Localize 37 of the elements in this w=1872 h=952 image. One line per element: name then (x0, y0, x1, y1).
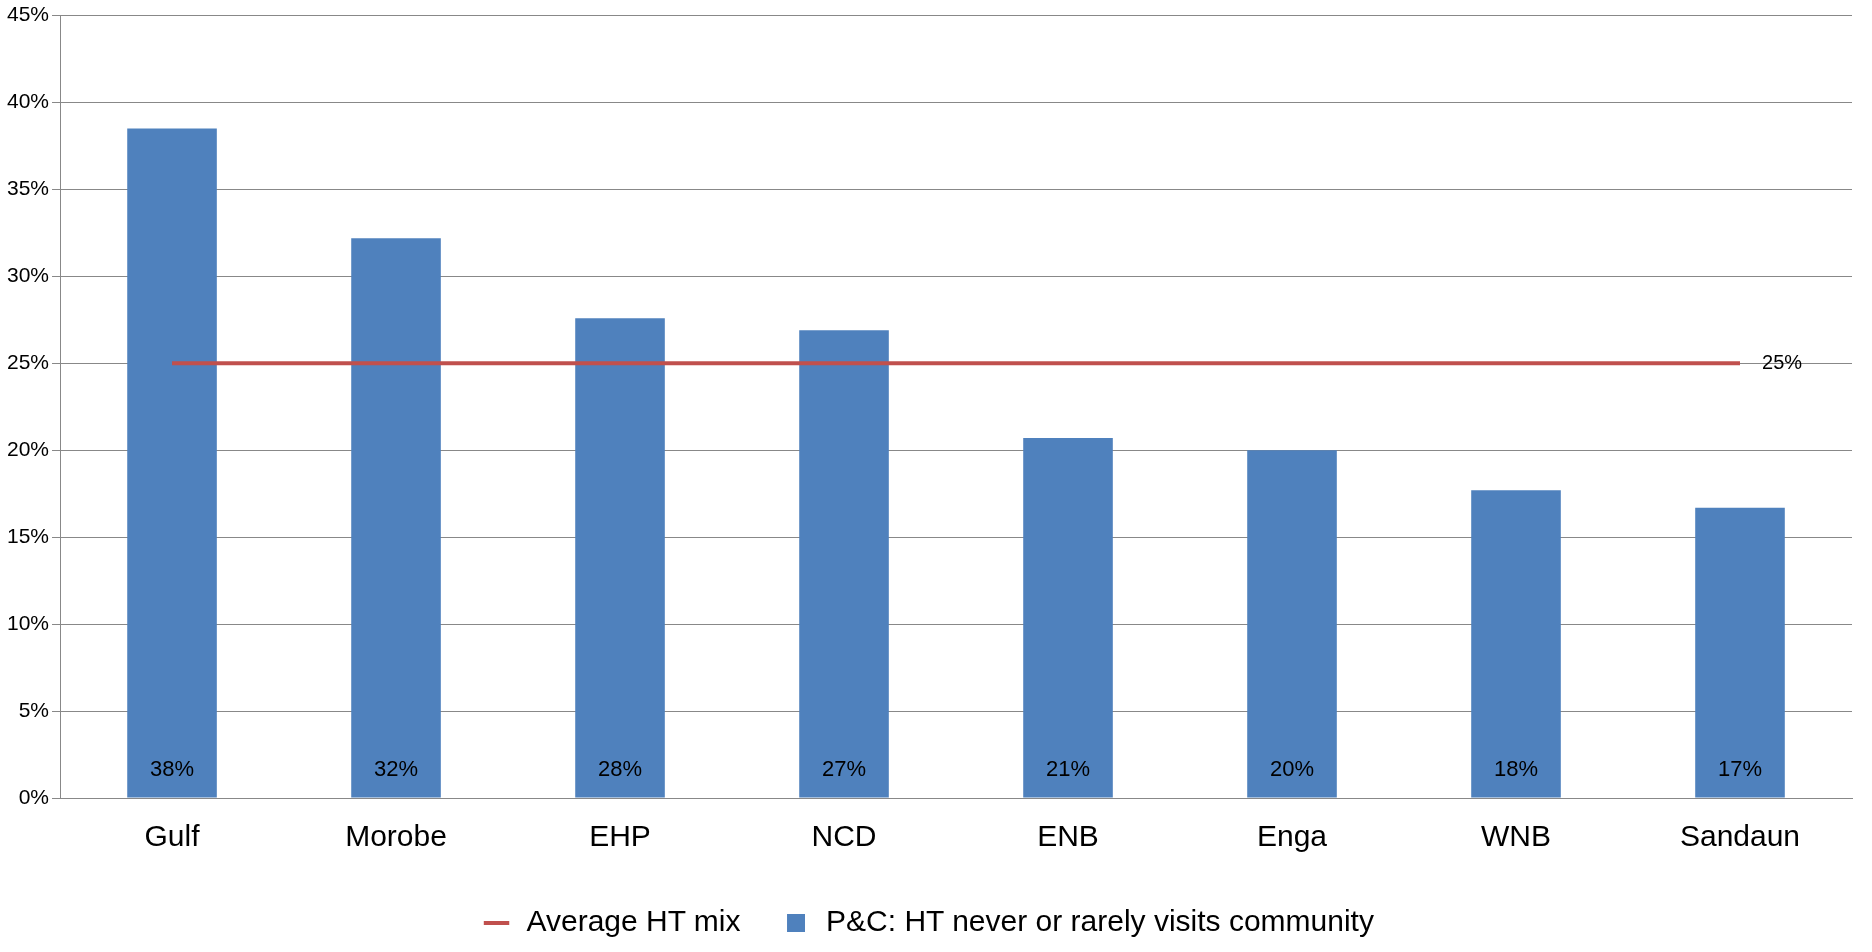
y-tick-label: 20% (7, 437, 50, 461)
y-tick-label: 15% (7, 524, 50, 547)
y-tick-label: 0% (18, 784, 50, 808)
y-tick-label: 40% (7, 89, 50, 113)
data-label: 20% (1269, 756, 1315, 782)
x-tick-label: Sandaun (1679, 819, 1801, 853)
y-tick-label: 5% (18, 697, 50, 721)
x-tick-label: Gulf (144, 819, 201, 853)
legend-label: Average HT mix (526, 904, 741, 938)
data-label: 18% (1493, 756, 1539, 782)
x-tick-label: EHP (589, 819, 651, 853)
x-tick-label: Morobe (345, 819, 447, 853)
data-label: 17% (1717, 756, 1763, 782)
data-label: 28% (598, 756, 643, 782)
bar (575, 318, 665, 798)
y-tick-label: 35% (7, 176, 50, 200)
legend-label: P&C: HT never or rarely visits community (826, 904, 1374, 938)
bar (1023, 438, 1113, 798)
y-tick-label: 30% (7, 263, 50, 287)
data-label: 21% (1045, 756, 1091, 782)
y-tick-label: 10% (7, 610, 50, 634)
bar (1247, 450, 1337, 798)
x-tick-label: Enga (1256, 819, 1328, 853)
bar (1471, 490, 1561, 798)
x-tick-label: WNB (1481, 819, 1552, 853)
data-label: 32% (374, 756, 419, 782)
x-tick-label: NCD (811, 819, 877, 853)
bar (351, 238, 441, 798)
y-tick-label: 25% (7, 350, 50, 374)
data-label: 27% (821, 756, 867, 782)
y-tick-label: 45% (7, 2, 50, 26)
bar (1695, 507, 1785, 798)
x-tick-label: ENB (1037, 819, 1099, 853)
bar (127, 128, 217, 798)
bar (799, 330, 889, 798)
data-label: 25% (1762, 350, 1803, 373)
data-label: 38% (150, 756, 195, 782)
